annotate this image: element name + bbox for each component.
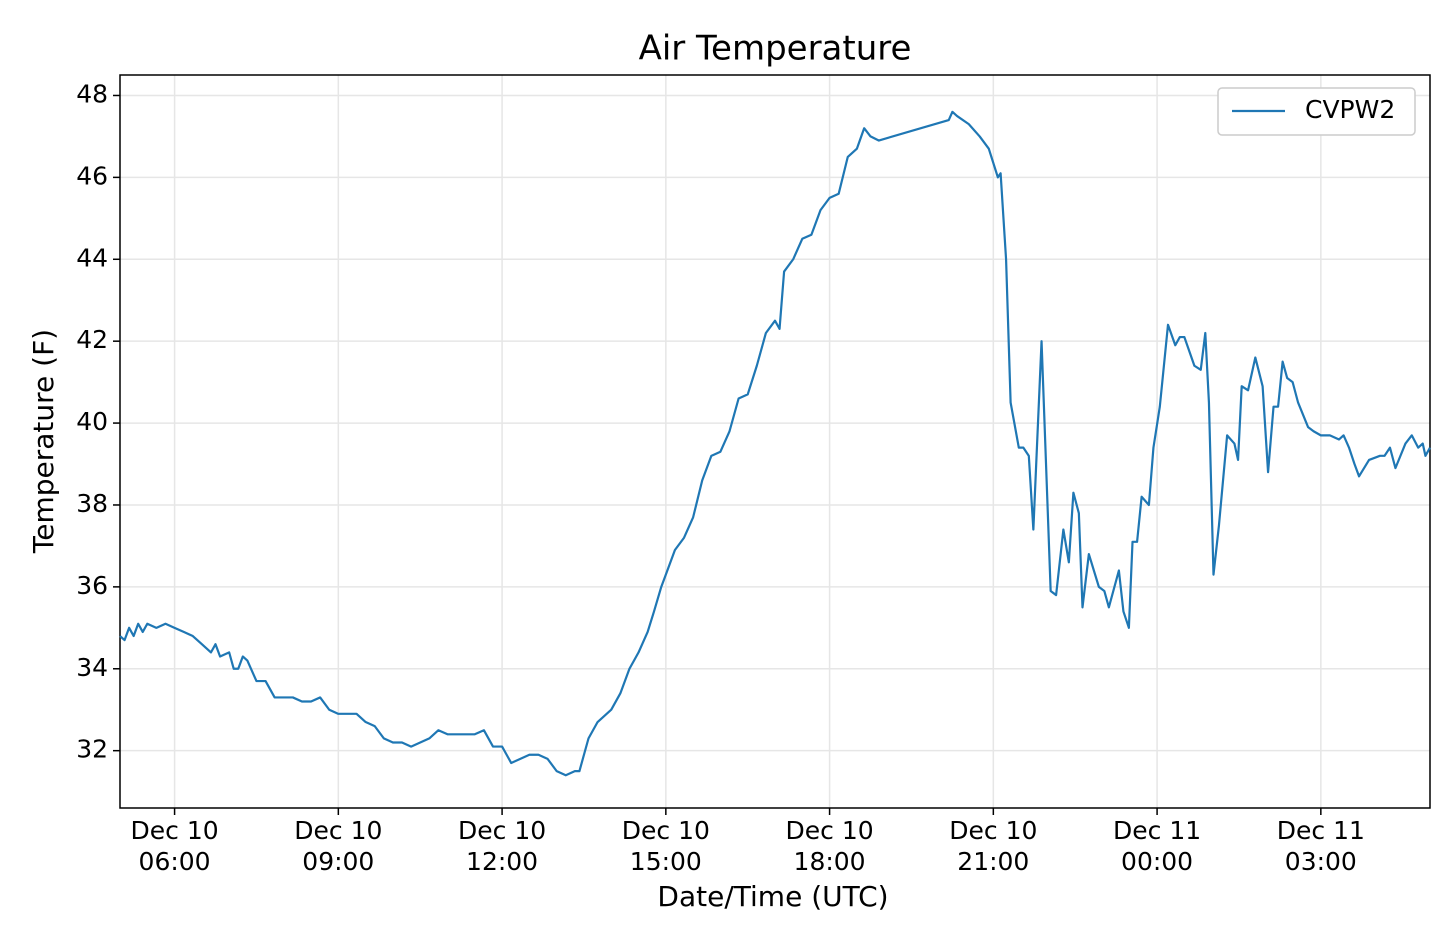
x-tick-label: Dec 10 [131, 816, 219, 845]
x-tick-label: 12:00 [466, 847, 538, 876]
x-tick-label: Dec 10 [786, 816, 874, 845]
x-tick-label: Dec 10 [294, 816, 382, 845]
y-tick-label: 40 [76, 407, 108, 436]
y-axis-label: Temperature (F) [27, 329, 60, 554]
x-tick-label: 00:00 [1121, 847, 1193, 876]
y-tick-label: 32 [76, 735, 108, 764]
x-tick-label: Dec 10 [458, 816, 546, 845]
x-axis-label: Date/Time (UTC) [657, 880, 888, 913]
y-tick-label: 42 [76, 325, 108, 354]
y-tick-label: 36 [76, 571, 108, 600]
x-tick-label: Dec 11 [1113, 816, 1201, 845]
x-tick-label: Dec 11 [1277, 816, 1365, 845]
y-tick-label: 44 [76, 243, 108, 272]
legend: CVPW2 [1217, 87, 1416, 136]
y-tick-label: 34 [76, 653, 108, 682]
x-tick-label: 18:00 [794, 847, 866, 876]
x-tick-label: Dec 10 [949, 816, 1037, 845]
data-line [119, 110, 1431, 777]
x-tick-label: 06:00 [139, 847, 211, 876]
y-tick-label: 38 [76, 489, 108, 518]
x-tick-label: 09:00 [302, 847, 374, 876]
y-tick-label: 46 [76, 161, 108, 190]
x-tick-label: Dec 10 [622, 816, 710, 845]
legend-box [1217, 87, 1416, 136]
x-tick-label: 21:00 [957, 847, 1029, 876]
x-tick-label: 03:00 [1285, 847, 1357, 876]
y-tick-label: 48 [76, 79, 108, 108]
chart-title: Air Temperature [639, 29, 912, 69]
x-tick-label: 15:00 [630, 847, 702, 876]
plot-frame [119, 74, 1431, 809]
legend-label: CVPW2 [1305, 95, 1395, 124]
